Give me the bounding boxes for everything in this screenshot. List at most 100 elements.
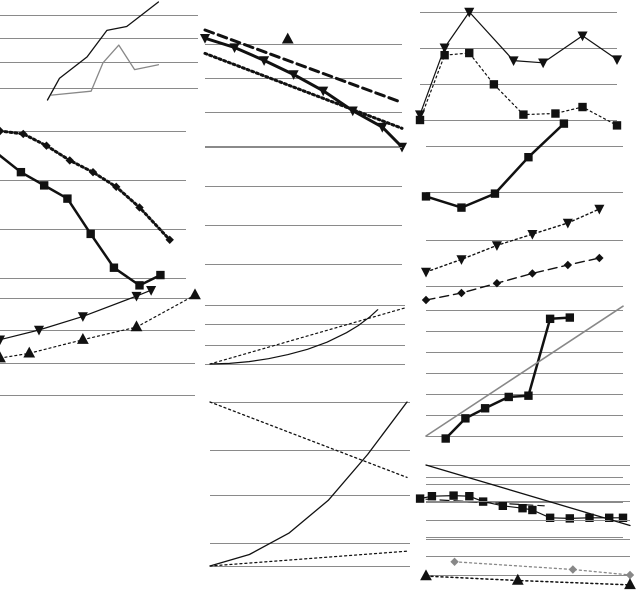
data-point	[618, 513, 628, 522]
data-point	[577, 31, 588, 42]
data-point	[498, 501, 508, 510]
series-line	[203, 36, 404, 149]
data-point	[562, 218, 573, 229]
data-point	[0, 126, 5, 136]
series-line	[425, 464, 631, 527]
chart-panel-p10	[415, 477, 628, 538]
data-point	[156, 270, 165, 280]
data-point	[465, 492, 474, 501]
data-point	[189, 288, 201, 300]
data-point	[415, 494, 425, 503]
data-point	[508, 56, 519, 67]
data-point	[457, 288, 466, 298]
chart-panel-p2	[199, 28, 408, 153]
data-point	[625, 570, 635, 580]
chart-panel-p12	[420, 464, 636, 590]
data-point	[528, 505, 537, 515]
data-point	[165, 235, 174, 244]
data-point	[605, 513, 614, 522]
data-point	[504, 392, 513, 402]
data-point	[612, 121, 622, 130]
chart-panel-p9	[425, 305, 624, 443]
data-point	[450, 557, 459, 566]
data-point	[511, 573, 524, 585]
data-point	[0, 351, 6, 363]
data-point	[42, 141, 51, 150]
series-line	[209, 307, 406, 365]
data-point	[518, 504, 527, 513]
data-point	[421, 192, 431, 201]
data-point	[135, 203, 144, 212]
data-point	[318, 86, 329, 97]
data-point	[112, 182, 121, 192]
data-point	[0, 335, 6, 346]
data-point	[229, 43, 240, 54]
chart-panel-p8	[205, 305, 406, 365]
chart-panel-p4	[0, 126, 186, 290]
data-point	[528, 269, 537, 278]
data-point	[464, 7, 475, 18]
data-point	[86, 229, 95, 239]
data-point	[130, 320, 143, 332]
data-point	[441, 434, 450, 443]
data-point	[63, 194, 72, 203]
series-line	[209, 550, 408, 567]
data-point	[420, 267, 432, 278]
data-point	[288, 70, 299, 80]
data-point	[456, 255, 467, 265]
series-line	[419, 52, 618, 127]
series-line	[425, 257, 601, 301]
data-point	[457, 203, 466, 212]
chart-panel-p11	[209, 401, 410, 567]
data-point	[545, 513, 555, 522]
data-point	[76, 332, 89, 344]
data-point	[559, 119, 569, 128]
data-point	[595, 253, 604, 263]
data-point	[551, 109, 560, 118]
data-point	[480, 404, 490, 413]
chart-panel-p3	[414, 7, 623, 130]
series-line	[209, 401, 408, 479]
data-point	[259, 56, 270, 66]
data-point	[33, 325, 45, 336]
series-line	[0, 289, 152, 341]
data-point	[578, 102, 587, 112]
data-point	[492, 279, 502, 288]
data-point	[524, 391, 533, 400]
data-point	[421, 295, 431, 305]
data-point	[565, 514, 575, 523]
data-point	[545, 314, 555, 324]
series-line	[209, 309, 379, 365]
data-point	[568, 565, 578, 574]
data-point	[519, 110, 528, 119]
series-line	[203, 51, 404, 130]
data-point	[538, 58, 549, 69]
data-point	[611, 55, 623, 65]
chart-panel-p6	[420, 119, 623, 305]
data-point	[281, 32, 294, 44]
series-line	[203, 28, 404, 104]
data-point	[135, 281, 144, 290]
data-point	[461, 414, 470, 423]
data-point	[465, 48, 474, 58]
data-point	[16, 167, 26, 177]
series-line	[453, 561, 631, 576]
data-point	[109, 263, 119, 272]
data-point	[65, 156, 74, 165]
data-point	[146, 286, 157, 296]
data-point	[565, 313, 575, 322]
chart-panel-p5	[205, 147, 402, 265]
data-point	[489, 80, 499, 89]
series-line	[425, 305, 624, 437]
data-point	[39, 181, 49, 190]
series-line	[425, 575, 631, 586]
chart-panel-p7	[0, 286, 201, 396]
series-line	[50, 44, 160, 96]
data-point	[449, 491, 458, 500]
data-point	[585, 513, 594, 522]
data-point	[490, 189, 500, 198]
data-point	[131, 291, 142, 302]
data-point	[439, 43, 450, 54]
data-point	[23, 346, 36, 358]
